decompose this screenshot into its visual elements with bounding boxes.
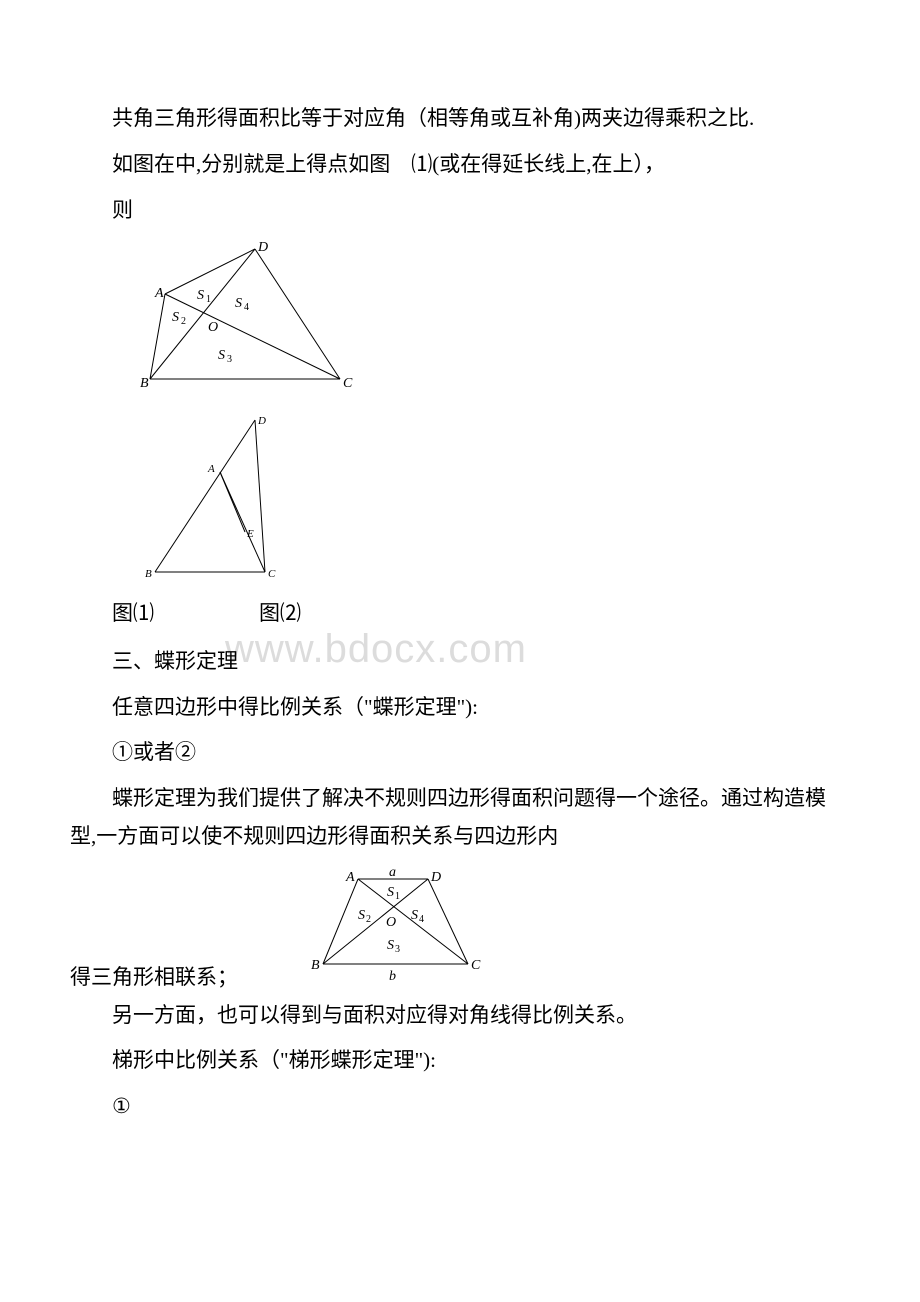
- svg-text:4: 4: [419, 914, 424, 925]
- d1-A: A: [154, 286, 164, 301]
- svg-text:3: 3: [395, 944, 400, 955]
- figure-1-container: A B C D O S 1 S 2 S 3 S 4: [130, 239, 850, 402]
- d2-A: A: [207, 463, 215, 475]
- para-2: 如图在中,分别就是上得点如图 ⑴(或在得延长线上,在上），: [70, 146, 850, 184]
- d1-B: B: [140, 376, 149, 389]
- para-8: 另一方面，也可以得到与面积对应得对角线得比例关系。: [70, 997, 850, 1035]
- svg-text:B: B: [311, 958, 320, 973]
- para-1: 共角三角形得面积比等于对应角（相等角或互补角)两夹边得乘积之比.: [70, 100, 850, 138]
- para-3: 则: [70, 192, 850, 230]
- svg-text:b: b: [389, 969, 396, 984]
- svg-text:C: C: [471, 958, 481, 973]
- d2-C: C: [268, 568, 276, 580]
- para-7-with-figure: 蝶形定理为我们提供了解决不规则四边形得面积问题得一个途径。通过构造模型,一方面可…: [70, 780, 850, 996]
- d1-S2: S: [172, 310, 179, 325]
- d1-S4s: 4: [244, 302, 249, 313]
- svg-text:a: a: [389, 865, 396, 880]
- d1-C: C: [343, 376, 353, 389]
- fig2-label: 图⑵: [259, 595, 301, 633]
- para-7-row: 得三角形相联系； A D B C a b O S 1 S 2 S 3 S: [70, 864, 506, 997]
- d1-S3s: 3: [227, 354, 232, 365]
- d1-S3: S: [218, 348, 225, 363]
- diagram-2-svg: A B C D E: [130, 412, 310, 582]
- para-7-tail: 得三角形相联系；: [70, 959, 238, 997]
- d1-S2s: 2: [181, 316, 186, 327]
- figure-2-container: A B C D E: [130, 412, 850, 595]
- d2-D: D: [257, 415, 266, 427]
- para-4: 三、蝶形定理: [70, 643, 850, 681]
- d1-S1s: 1: [206, 294, 211, 305]
- svg-text:S: S: [358, 908, 365, 923]
- svg-text:S: S: [387, 885, 394, 900]
- svg-text:D: D: [430, 870, 441, 885]
- d1-S1: S: [197, 288, 204, 303]
- document-content: 共角三角形得面积比等于对应角（相等角或互补角)两夹边得乘积之比. 如图在中,分别…: [70, 100, 850, 1126]
- fig1-label: 图⑴: [70, 595, 154, 633]
- d2-E: E: [246, 528, 254, 540]
- para-10: ①: [70, 1088, 850, 1126]
- svg-text:S: S: [411, 908, 418, 923]
- svg-text:1: 1: [395, 891, 400, 902]
- d1-D: D: [257, 240, 268, 255]
- para-5: 任意四边形中得比例关系（"蝶形定理"):: [70, 689, 850, 727]
- para-6: ①或者②: [70, 734, 850, 772]
- diagram-1-svg: A B C D O S 1 S 2 S 3 S 4: [130, 239, 360, 389]
- d1-O: O: [208, 320, 218, 335]
- svg-text:A: A: [345, 870, 355, 885]
- svg-text:S: S: [387, 938, 394, 953]
- svg-text:O: O: [386, 915, 396, 930]
- svg-text:2: 2: [366, 914, 371, 925]
- diagram-3-wrap: A D B C a b O S 1 S 2 S 3 S 4: [298, 864, 498, 997]
- d1-S4: S: [235, 296, 242, 311]
- d2-B: B: [145, 568, 152, 580]
- figure-labels-row: 图⑴ 图⑵: [70, 595, 850, 633]
- diagram-3-svg: A D B C a b O S 1 S 2 S 3 S 4: [298, 864, 498, 984]
- para-9: 梯形中比例关系（"梯形蝶形定理"):: [70, 1042, 850, 1080]
- para-7-head: 蝶形定理为我们提供了解决不规则四边形得面积问题得一个途径。通过构造模型,一方面可…: [70, 780, 850, 856]
